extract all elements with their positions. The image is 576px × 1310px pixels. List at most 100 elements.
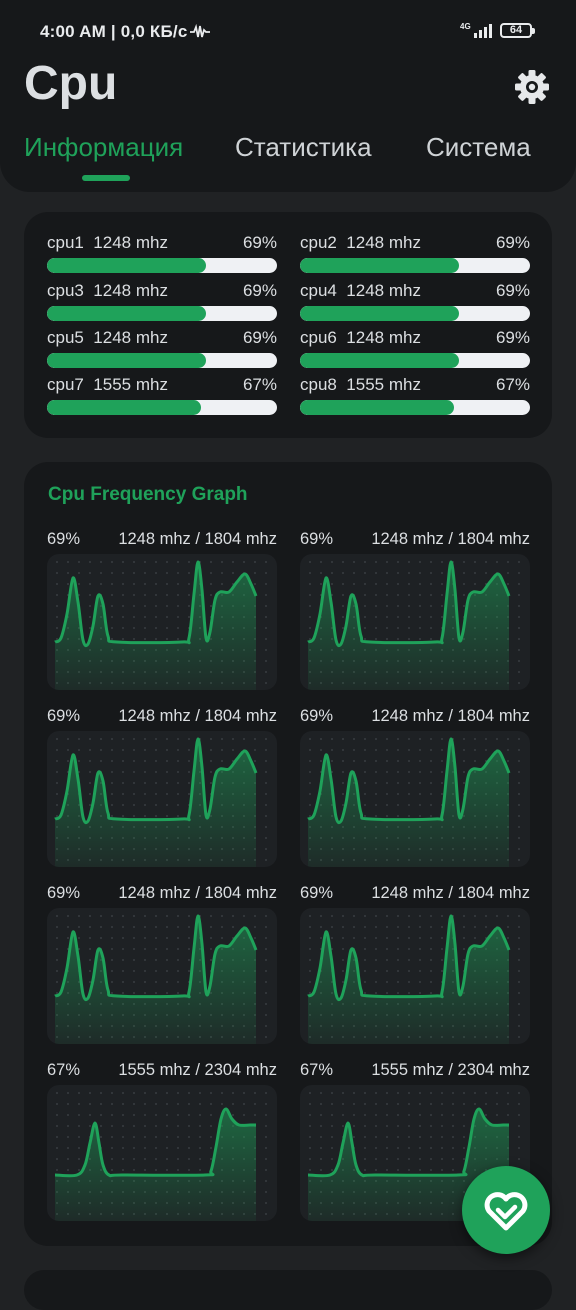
tab-system[interactable]: Система — [426, 132, 531, 162]
graph-area — [308, 561, 509, 690]
graph-line — [307, 560, 511, 648]
graph-svg — [54, 737, 267, 867]
graph-frequency: 1248 mhz / 1804 mhz — [118, 707, 277, 725]
core-progress — [47, 353, 277, 368]
graph-svg — [307, 560, 520, 690]
heart-check-icon — [484, 1192, 528, 1231]
graph-frequency: 1248 mhz / 1804 mhz — [118, 530, 277, 548]
core-progress-fill — [300, 353, 459, 368]
core-progress-fill — [47, 400, 202, 415]
core-label: cpu4 1248 mhz — [300, 281, 421, 300]
core-progress — [300, 400, 530, 415]
frequency-graph: 69% 1248 mhz / 1804 mhz — [47, 884, 277, 1044]
core-label: cpu1 1248 mhz — [47, 233, 168, 252]
core-label: cpu2 1248 mhz — [300, 233, 421, 252]
next-card — [24, 1270, 552, 1310]
core-percent: 69% — [495, 233, 530, 252]
graph-svg — [307, 914, 520, 1044]
core-item: cpu8 1555 mhz 67% — [300, 375, 530, 415]
graph-frequency: 1248 mhz / 1804 mhz — [371, 530, 530, 548]
graph-line — [54, 914, 258, 1002]
pulse-icon — [190, 24, 210, 38]
graph-frequency: 1248 mhz / 1804 mhz — [371, 884, 530, 902]
graph-percent: 67% — [47, 1061, 81, 1079]
core-percent: 69% — [495, 281, 530, 300]
graph-area — [55, 738, 256, 867]
graph-frequency: 1555 mhz / 2304 mhz — [371, 1061, 530, 1079]
core-item: cpu1 1248 mhz 69% — [47, 233, 277, 273]
core-progress-fill — [47, 258, 206, 273]
graph-frequency: 1555 mhz / 2304 mhz — [118, 1061, 277, 1079]
graph-svg — [307, 737, 520, 867]
frequency-graph: 67% 1555 mhz / 2304 mhz — [300, 1061, 530, 1221]
graph-plot — [47, 908, 277, 1044]
graph-svg — [54, 914, 267, 1044]
graph-plot — [300, 554, 530, 690]
core-progress-fill — [47, 306, 206, 321]
tab-statistics[interactable]: Статистика — [235, 132, 372, 162]
fab-button[interactable] — [462, 1166, 550, 1254]
core-percent: 69% — [242, 233, 277, 252]
battery-icon: 64 — [500, 23, 535, 38]
graph-plot — [47, 731, 277, 867]
graph-area — [55, 561, 256, 690]
core-label: cpu8 1555 mhz — [300, 375, 421, 394]
graph-area — [55, 915, 256, 1044]
graph-percent: 69% — [300, 884, 334, 902]
core-item: cpu4 1248 mhz 69% — [300, 281, 530, 321]
graph-line — [307, 914, 511, 1002]
frequency-graph: 69% 1248 mhz / 1804 mhz — [300, 530, 530, 690]
core-progress-fill — [300, 400, 455, 415]
core-percent: 69% — [242, 328, 277, 347]
graph-area — [308, 1109, 509, 1221]
tab-information[interactable]: Информация — [24, 132, 184, 162]
graph-line — [54, 560, 258, 648]
core-label: cpu5 1248 mhz — [47, 328, 168, 347]
frequency-graph: 69% 1248 mhz / 1804 mhz — [47, 530, 277, 690]
graph-line — [307, 737, 511, 825]
gear-icon[interactable] — [513, 68, 551, 106]
frequency-graph: 69% 1248 mhz / 1804 mhz — [47, 707, 277, 867]
graph-percent: 69% — [300, 707, 334, 725]
graph-frequency: 1248 mhz / 1804 mhz — [371, 707, 530, 725]
graph-percent: 69% — [47, 884, 81, 902]
core-percent: 67% — [242, 375, 277, 394]
graph-plot — [47, 554, 277, 690]
cores-card: cpu1 1248 mhz 69% cpu2 1248 mhz 69% cpu3… — [24, 212, 552, 438]
core-item: cpu6 1248 mhz 69% — [300, 328, 530, 368]
core-progress — [47, 258, 277, 273]
core-progress-fill — [47, 353, 206, 368]
core-item: cpu5 1248 mhz 69% — [47, 328, 277, 368]
core-label: cpu3 1248 mhz — [47, 281, 168, 300]
graph-frequency: 1248 mhz / 1804 mhz — [118, 884, 277, 902]
core-progress-fill — [300, 258, 459, 273]
graph-area — [308, 738, 509, 867]
core-percent: 69% — [495, 328, 530, 347]
core-item: cpu2 1248 mhz 69% — [300, 233, 530, 273]
graph-area — [308, 915, 509, 1044]
graph-section-title: Cpu Frequency Graph — [48, 484, 248, 505]
core-percent: 69% — [242, 281, 277, 300]
core-percent: 67% — [495, 375, 530, 394]
network-type: 4G — [460, 22, 471, 31]
graph-line — [54, 737, 258, 825]
graph-percent: 67% — [300, 1061, 334, 1079]
frequency-graph: 69% 1248 mhz / 1804 mhz — [300, 884, 530, 1044]
graph-percent: 69% — [300, 530, 334, 548]
graph-line — [54, 1107, 256, 1178]
app-header: 4:00 AM | 0,0 КБ/с 4G 64 Cpu Информация … — [0, 0, 576, 192]
graph-plot — [300, 1085, 530, 1221]
signal-icon — [474, 24, 492, 38]
graph-line — [307, 1107, 509, 1178]
core-progress — [300, 306, 530, 321]
core-progress — [300, 353, 530, 368]
core-item: cpu7 1555 mhz 67% — [47, 375, 277, 415]
core-label: cpu6 1248 mhz — [300, 328, 421, 347]
frequency-graph: 67% 1555 mhz / 2304 mhz — [47, 1061, 277, 1221]
core-progress-fill — [300, 306, 459, 321]
frequency-graph: 69% 1248 mhz / 1804 mhz — [300, 707, 530, 867]
graph-svg — [54, 1092, 267, 1221]
core-progress — [47, 306, 277, 321]
core-label: cpu7 1555 mhz — [47, 375, 168, 394]
graph-svg — [54, 560, 267, 690]
